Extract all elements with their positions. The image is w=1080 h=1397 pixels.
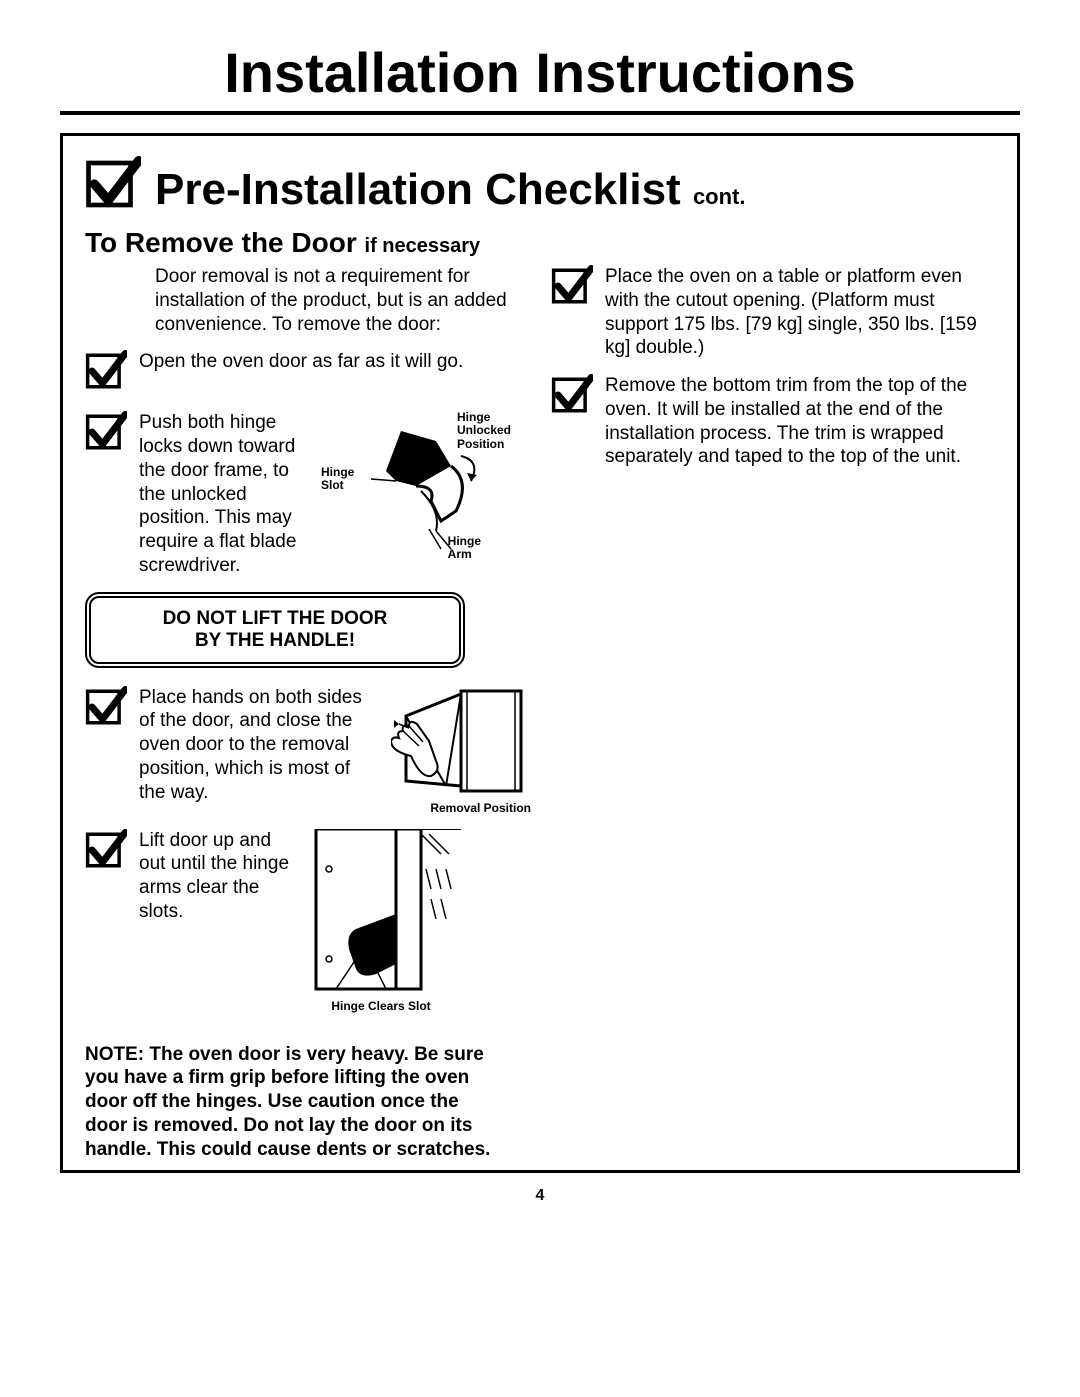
warning-line1: DO NOT LIFT THE DOOR xyxy=(109,608,441,630)
warning-line2: BY THE HANDLE! xyxy=(109,630,441,652)
main-content-box: Pre-Installation Checklist cont. To Remo… xyxy=(60,133,1020,1173)
checkmark-icon xyxy=(85,350,127,397)
removal-caption: Removal Position xyxy=(391,801,531,815)
left-column: Door removal is not a requirement for in… xyxy=(85,265,531,1161)
checklist-step: Push both hinge locks down toward the do… xyxy=(85,411,531,577)
section-cont: cont. xyxy=(693,184,746,209)
clear-caption: Hinge Clears Slot xyxy=(301,999,461,1013)
note-text: NOTE: The oven door is very heavy. Be su… xyxy=(85,1043,505,1162)
page-title: Installation Instructions xyxy=(60,40,1020,115)
checkmark-icon xyxy=(85,686,127,733)
checklist-step: Lift door up and out until the hinge arm… xyxy=(85,829,531,1013)
checkmark-icon xyxy=(551,265,593,312)
section-header: Pre-Installation Checklist cont. xyxy=(85,156,995,223)
checkmark-icon xyxy=(85,411,127,458)
checkmark-icon xyxy=(85,829,127,876)
checkmark-icon xyxy=(85,156,141,223)
section-subheader: To Remove the Door if necessary xyxy=(85,227,995,259)
checklist-step: Open the oven door as far as it will go. xyxy=(85,350,531,397)
checklist-step: Remove the bottom trim from the top of t… xyxy=(551,374,995,469)
two-column-layout: Door removal is not a requirement for in… xyxy=(85,265,995,1161)
step-text: Place the oven on a table or platform ev… xyxy=(605,265,995,360)
checkmark-icon xyxy=(551,374,593,421)
step-text: Place hands on both sides of the door, a… xyxy=(139,686,379,805)
removal-position-diagram: Removal Position xyxy=(391,686,531,815)
step-text: Remove the bottom trim from the top of t… xyxy=(605,374,995,469)
checklist-step: Place the oven on a table or platform ev… xyxy=(551,265,995,360)
section-subheader-small: if necessary xyxy=(365,235,481,257)
hinge-clears-slot-diagram: Hinge Clears Slot xyxy=(301,829,461,1013)
warning-box: DO NOT LIFT THE DOOR BY THE HANDLE! xyxy=(85,592,465,668)
intro-text: Door removal is not a requirement for in… xyxy=(155,265,531,336)
hinge-diagram: Hinge Slot Hinge Unlocked Position Hinge… xyxy=(321,411,511,561)
right-column: Place the oven on a table or platform ev… xyxy=(551,265,995,1161)
step-text: Push both hinge locks down toward the do… xyxy=(139,411,309,577)
step-text: Open the oven door as far as it will go. xyxy=(139,350,531,374)
section-heading-text: Pre-Installation Checklist cont. xyxy=(155,165,746,215)
checklist-step: Place hands on both sides of the door, a… xyxy=(85,686,531,815)
step-text: Lift door up and out until the hinge arm… xyxy=(139,829,289,924)
page-number: 4 xyxy=(60,1187,1020,1205)
